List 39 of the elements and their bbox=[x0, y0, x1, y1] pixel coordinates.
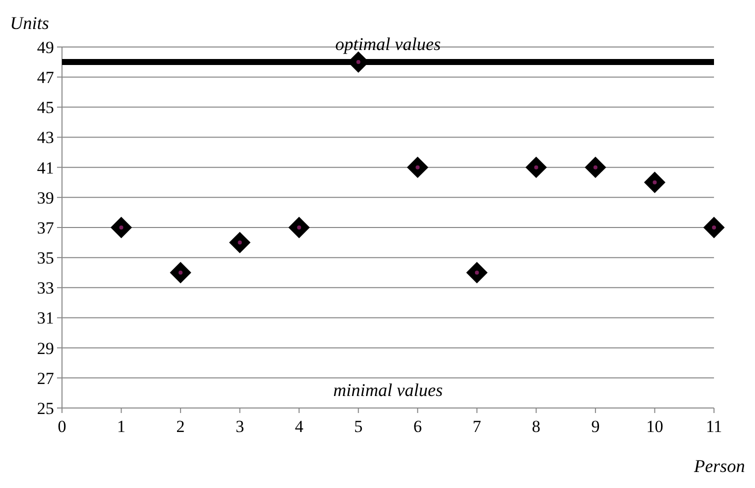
y-tick-label: 25 bbox=[37, 398, 54, 418]
y-tick-label: 49 bbox=[37, 38, 54, 57]
y-tick-label: 41 bbox=[37, 158, 54, 178]
y-tick-label: 35 bbox=[37, 248, 54, 268]
y-tick-label: 37 bbox=[37, 218, 54, 238]
x-axis-title: Person bbox=[693, 456, 745, 476]
point bbox=[170, 262, 192, 284]
x-tick-label: 3 bbox=[236, 417, 244, 436]
y-tick-label: 33 bbox=[37, 278, 54, 298]
x-tick-label: 7 bbox=[472, 417, 482, 436]
y-axis-title: Units bbox=[10, 13, 50, 33]
point bbox=[407, 156, 428, 178]
x-tick-label: 4 bbox=[294, 417, 304, 436]
point bbox=[229, 232, 250, 254]
x-tick-label: 2 bbox=[176, 417, 185, 436]
point bbox=[644, 172, 666, 193]
y-tick-label: 31 bbox=[37, 308, 54, 328]
annotation: minimal values bbox=[333, 380, 443, 400]
x-tick-label: 9 bbox=[591, 417, 600, 436]
point bbox=[466, 262, 488, 284]
y-tick-label: 47 bbox=[37, 68, 54, 88]
y-tick-label: 29 bbox=[37, 338, 54, 358]
point bbox=[704, 217, 724, 238]
point bbox=[110, 217, 132, 238]
point bbox=[584, 156, 606, 178]
x-tick-label: 11 bbox=[706, 417, 722, 436]
y-tick-label: 43 bbox=[37, 128, 54, 148]
point bbox=[288, 217, 310, 238]
ref-line-label: optimal values bbox=[335, 34, 441, 54]
x-tick-label: 6 bbox=[413, 417, 422, 436]
x-tick-label: 0 bbox=[58, 417, 66, 436]
y-tick-label: 27 bbox=[37, 368, 54, 388]
x-tick-label: 1 bbox=[117, 417, 126, 436]
y-tick-label: 45 bbox=[37, 98, 54, 118]
x-tick-label: 8 bbox=[532, 417, 540, 436]
point bbox=[526, 156, 547, 178]
x-tick-label: 5 bbox=[354, 417, 363, 436]
y-tick-label: 39 bbox=[37, 188, 54, 208]
x-tick-label: 10 bbox=[646, 417, 664, 436]
